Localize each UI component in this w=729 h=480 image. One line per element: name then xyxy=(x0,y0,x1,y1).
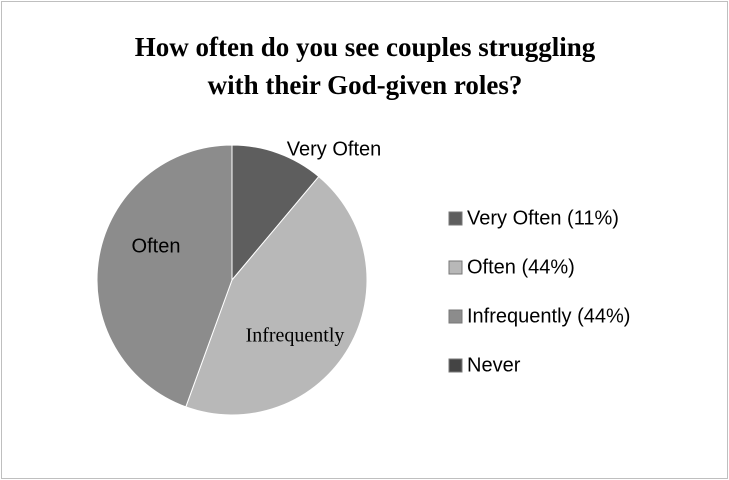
slice-label: Very Often xyxy=(287,138,382,160)
pie-slice xyxy=(185,175,368,416)
slice-label: Infrequently xyxy=(246,325,345,347)
legend-swatch xyxy=(448,211,463,226)
legend-label: Often (44%) xyxy=(467,256,575,278)
legend-label: Infrequently (44%) xyxy=(467,305,630,327)
pie-slice xyxy=(96,144,233,408)
legend-label: Very Often (11%) xyxy=(467,207,619,229)
chart-title: with their God-given roles? xyxy=(208,70,523,100)
pie-slice xyxy=(231,144,320,282)
legend-swatch xyxy=(448,260,463,275)
slice-label: Often xyxy=(132,235,181,257)
legend-swatch xyxy=(448,358,463,373)
chart-title: How often do you see couples struggling xyxy=(135,32,596,62)
legend-swatch xyxy=(448,309,463,324)
legend-label: Never xyxy=(467,354,521,376)
